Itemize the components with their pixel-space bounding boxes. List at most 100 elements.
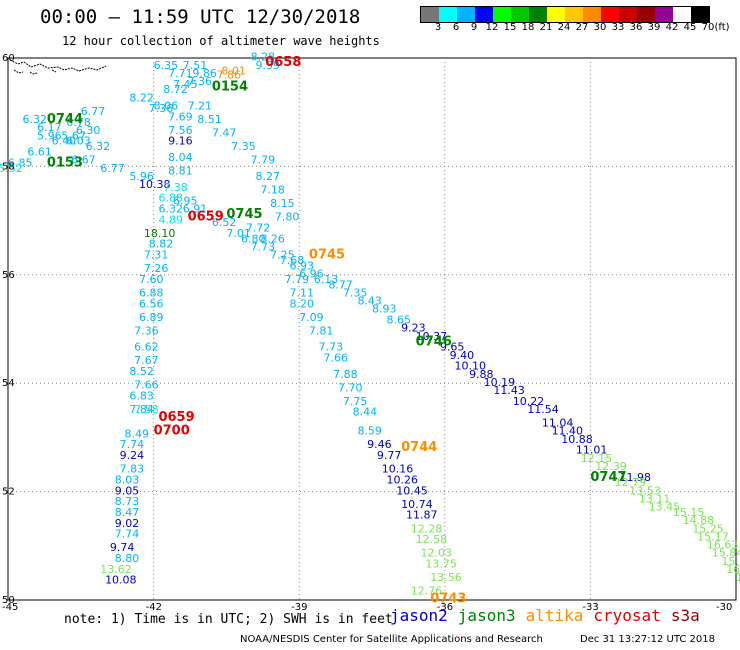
wave-height-label: 10.37	[416, 330, 448, 343]
pass-time-label: 0154	[212, 80, 248, 95]
latitude-label: 52	[2, 487, 15, 498]
wave-height-label: 9.88	[469, 368, 494, 381]
wave-height-label: 13.62	[100, 563, 132, 576]
wave-height-label: 6.56	[139, 297, 164, 310]
colorbar-swatch	[673, 7, 691, 22]
latitude-label: 50	[2, 595, 15, 606]
wave-height-label: 6.52	[212, 216, 237, 229]
wave-height-label: 13.56	[430, 571, 462, 584]
colorbar-swatch	[655, 7, 673, 22]
wave-height-label: 7.73	[251, 240, 276, 253]
wave-height-label: 7.74	[115, 528, 140, 541]
wave-height-label: 7.36	[188, 75, 213, 88]
colorbar-swatch	[529, 7, 547, 22]
pass-time-label: 0746	[416, 334, 452, 349]
colorbar-label: (ft)	[714, 22, 730, 33]
wave-height-label: 7.35	[343, 286, 368, 299]
wave-height-label: 6.88	[158, 192, 183, 205]
legend-item: altika	[525, 606, 584, 625]
wave-height-labels: 8.286.35 7.51 9.398.017.71 9.86 7.867.367.45…	[0, 51, 740, 607]
wave-height-label: 7.75	[343, 395, 368, 408]
wave-height-label: 18.10	[144, 227, 176, 240]
wave-height-label: 5.96	[129, 170, 154, 183]
wave-height-label: 6.03	[66, 135, 91, 148]
wave-height-label: 8.22	[129, 91, 154, 104]
wave-height-label: 8.06	[154, 99, 179, 112]
wave-height-label: 6.61	[27, 146, 52, 159]
wave-height-label: 13.53	[629, 484, 661, 497]
wave-height-label: 6.83	[129, 389, 154, 402]
wave-height-label: 7.45	[173, 78, 198, 91]
wave-height-label: 4.89	[158, 213, 183, 226]
wave-height-label: 9.40	[450, 349, 475, 362]
colorbar-label: 18	[521, 22, 535, 33]
wave-height-label: 16.63	[707, 539, 739, 552]
wave-height-label: 9.24	[120, 449, 145, 462]
satellite-legend: jason2 jason3 altika cryosat s3a	[390, 606, 710, 625]
wave-height-label: 9.46	[367, 438, 392, 451]
longitude-label: -42	[146, 602, 162, 613]
colorbar-swatch	[511, 7, 529, 22]
pass-time-label: 0659	[188, 210, 224, 225]
pass-time-label: 0743	[430, 592, 466, 607]
colorbar-swatch	[439, 7, 457, 22]
wave-height-label: 12.15	[581, 452, 613, 465]
wave-height-label: 14.88	[683, 514, 715, 527]
wave-height-label: 8.04	[168, 151, 193, 164]
map-frame	[7, 57, 737, 601]
colorbar-label: 36	[629, 22, 643, 33]
wave-height-label: 8.20	[289, 297, 314, 310]
wave-height-label: 6.91	[183, 202, 208, 215]
wave-height-label: 6.32	[23, 113, 47, 126]
wave-height-label: 5.96	[37, 129, 62, 142]
colorbar-label: 6	[452, 22, 460, 33]
wave-height-label: 7.36	[149, 102, 174, 115]
wave-height-label: 6.62	[134, 341, 159, 354]
colorbar-swatch	[475, 7, 493, 22]
wave-height-label: 7.51	[183, 59, 208, 72]
wave-height-label: 7.68	[280, 254, 305, 267]
wave-height-label: 12.03	[421, 547, 453, 560]
wave-height-label: 7.21	[188, 99, 213, 112]
map-border	[7, 57, 737, 601]
colorbar-swatch	[421, 7, 439, 22]
pass-time-label: 0744	[47, 112, 83, 127]
wave-height-label: 8.49	[124, 427, 149, 440]
wave-height-label: 6.85	[8, 156, 33, 169]
wave-height-label: 7.58	[134, 403, 159, 416]
colorbar-label: 30	[593, 22, 607, 33]
wave-height-label: 10.22	[513, 395, 545, 408]
wave-height-label: 9.86	[192, 67, 217, 80]
wave-height-label: 8.15	[270, 197, 295, 210]
wave-height-label: 7.01	[226, 227, 251, 240]
colorbar-label: 3	[434, 22, 442, 33]
longitude-label: -33	[582, 602, 598, 613]
colorbar-label: 27	[575, 22, 589, 33]
wave-height-label: 6.17	[37, 121, 62, 134]
wave-height-label: 7.69	[168, 110, 193, 123]
pass-time-label: 0745	[309, 248, 345, 263]
colorbar	[420, 6, 710, 23]
pass-time-label: 0659	[158, 410, 194, 425]
colorbar-label: 42	[665, 22, 679, 33]
colorbar-swatch	[493, 7, 511, 22]
wave-height-label: 10.26	[387, 473, 419, 486]
timestamp-text: Dec 31 13:27:12 UTC 2018	[580, 634, 715, 645]
latitude-label: 58	[2, 161, 15, 172]
wave-height-label: 7.36	[134, 324, 159, 337]
wave-height-label: 15.15	[673, 506, 705, 519]
wave-height-label: 9.02	[115, 517, 140, 530]
wave-height-label: 8.81	[168, 165, 193, 178]
wave-height-label: 11.54	[527, 403, 559, 416]
wave-height-label: 7.86	[217, 69, 242, 82]
wave-height-label: 11.98	[620, 471, 652, 484]
legend-item: jason3	[457, 606, 516, 625]
wave-height-label: 11.40	[552, 425, 584, 438]
legend-item: jason2	[390, 606, 448, 625]
wave-height-label: 9.74	[110, 541, 135, 554]
pass-time-label: 0747	[590, 470, 626, 485]
wave-height-label: 6.89	[139, 311, 164, 324]
wave-height-label: 7.88	[333, 368, 358, 381]
wave-height-label: 8.27	[256, 170, 281, 183]
